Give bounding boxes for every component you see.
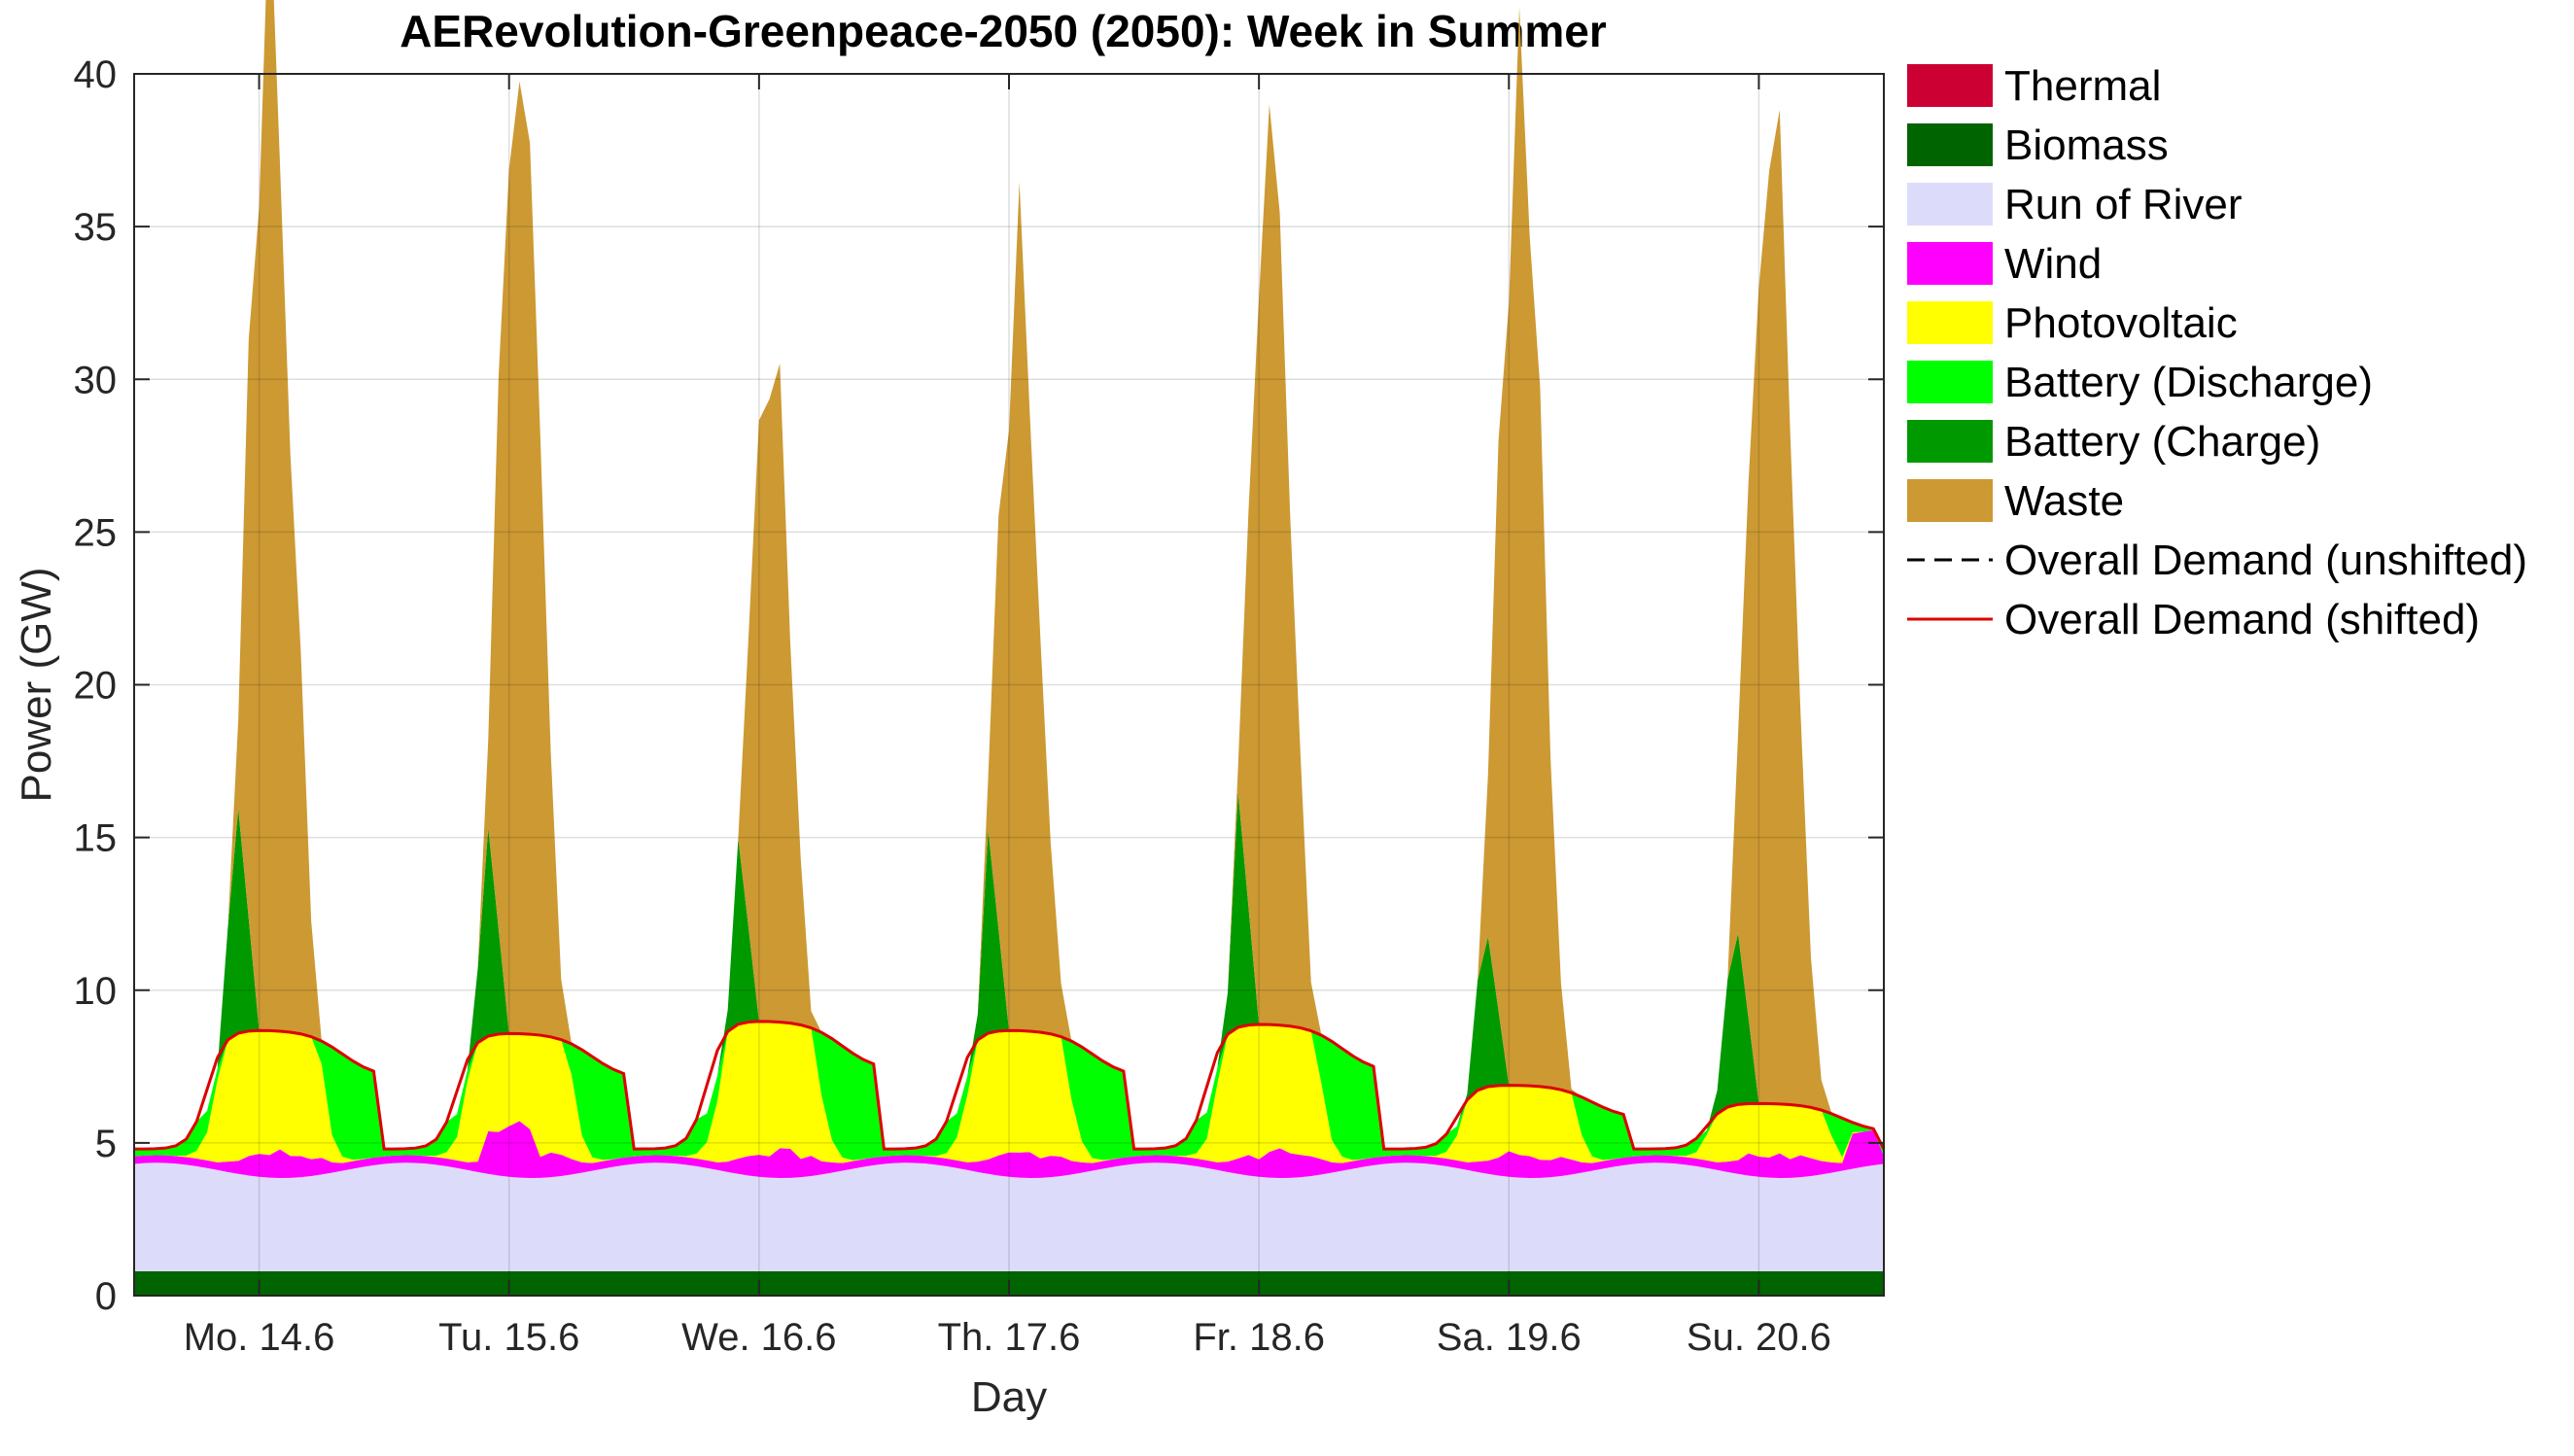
legend: Thermal Biomass Run of River Wind Photovolta… bbox=[1907, 62, 2527, 643]
area-photovoltaic bbox=[134, 1021, 1884, 1163]
legend-label: Thermal bbox=[2004, 62, 2161, 110]
x-tick-label: Tu. 15.6 bbox=[438, 1316, 579, 1359]
legend-label: Overall Demand (unshifted) bbox=[2004, 537, 2527, 584]
area-run-of-river bbox=[134, 1162, 1884, 1271]
y-tick-label: 20 bbox=[74, 665, 118, 708]
area-battery-discharge bbox=[134, 1021, 1884, 1161]
legend-label: Photovoltaic bbox=[2004, 299, 2238, 347]
y-axis-title: Power (GW) bbox=[13, 568, 60, 803]
y-tick-label: 5 bbox=[95, 1123, 117, 1165]
y-tick-label: 10 bbox=[74, 970, 118, 1013]
y-axis: 0 5 10 15 20 25 30 35 40 bbox=[74, 53, 1884, 1318]
plot-area bbox=[133, 0, 1886, 1297]
legend-swatch bbox=[1907, 361, 1993, 403]
x-tick-label: Su. 20.6 bbox=[1687, 1316, 1831, 1359]
y-tick-label: 0 bbox=[95, 1275, 117, 1318]
line-overall-demand-shifted bbox=[133, 1020, 1886, 1151]
x-axis: Mo. 14.6 Tu. 15.6 We. 16.6 Th. 17.6 Fr. 18.6… bbox=[184, 74, 1831, 1359]
legend-label: Wind bbox=[2004, 240, 2102, 288]
x-tick-label: We. 16.6 bbox=[681, 1316, 836, 1359]
legend-label: Run of River bbox=[2004, 181, 2243, 228]
legend-swatch bbox=[1907, 123, 1993, 166]
demand-lines bbox=[133, 1020, 1886, 1151]
legend-label: Biomass bbox=[2004, 121, 2169, 169]
y-tick-label: 15 bbox=[74, 817, 118, 860]
y-tick-label: 25 bbox=[74, 511, 118, 554]
stacked-areas bbox=[134, 0, 1884, 1296]
legend-label: Overall Demand (shifted) bbox=[2004, 596, 2480, 643]
y-tick-label: 30 bbox=[74, 359, 118, 401]
legend-swatch bbox=[1907, 183, 1993, 225]
x-axis-title: Day bbox=[971, 1373, 1047, 1421]
area-battery-charge bbox=[134, 791, 1884, 1150]
legend-swatch bbox=[1907, 242, 1993, 285]
x-tick-label: Mo. 14.6 bbox=[184, 1316, 335, 1359]
x-tick-label: Fr. 18.6 bbox=[1193, 1316, 1325, 1359]
y-tick-label: 35 bbox=[74, 206, 118, 249]
legend-swatch bbox=[1907, 420, 1993, 463]
legend-swatch bbox=[1907, 479, 1993, 522]
legend-label: Waste bbox=[2004, 477, 2124, 525]
x-tick-label: Sa. 19.6 bbox=[1437, 1316, 1582, 1359]
area-wind bbox=[134, 1121, 1884, 1179]
x-tick-label: Th. 17.6 bbox=[938, 1316, 1081, 1359]
grid-lines bbox=[134, 74, 1884, 1296]
y-tick-label: 40 bbox=[74, 53, 118, 96]
legend-swatch bbox=[1907, 301, 1993, 344]
legend-swatch bbox=[1907, 64, 1993, 107]
chart-title: AERevolution-Greenpeace-2050 (2050): Wee… bbox=[400, 6, 1607, 56]
area-waste bbox=[134, 0, 1884, 1150]
legend-label: Battery (Discharge) bbox=[2004, 359, 2373, 406]
legend-label: Battery (Charge) bbox=[2004, 418, 2320, 466]
